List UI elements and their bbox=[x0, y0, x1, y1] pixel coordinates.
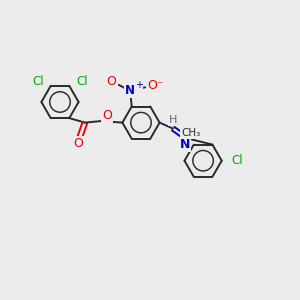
Text: O: O bbox=[106, 75, 116, 88]
Text: CH₃: CH₃ bbox=[181, 128, 200, 138]
Text: N: N bbox=[180, 138, 190, 151]
Text: +: + bbox=[135, 80, 142, 91]
Text: Cl: Cl bbox=[32, 75, 44, 88]
Text: O: O bbox=[73, 137, 83, 150]
Text: O: O bbox=[102, 109, 112, 122]
Text: O⁻: O⁻ bbox=[148, 79, 164, 92]
Text: Cl: Cl bbox=[76, 75, 88, 88]
Text: Cl: Cl bbox=[232, 154, 243, 167]
Text: N: N bbox=[125, 84, 135, 98]
Text: H: H bbox=[169, 115, 177, 125]
